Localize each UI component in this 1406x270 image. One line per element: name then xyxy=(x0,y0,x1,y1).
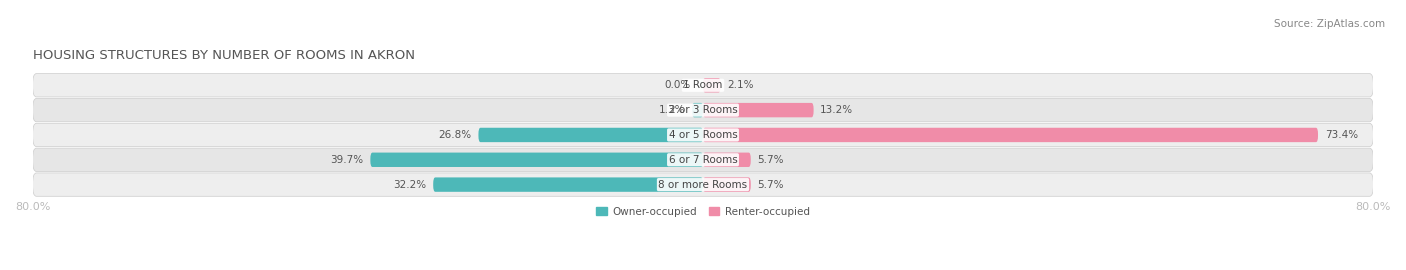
Text: 26.8%: 26.8% xyxy=(439,130,472,140)
Text: 5.7%: 5.7% xyxy=(758,155,785,165)
FancyBboxPatch shape xyxy=(478,128,703,142)
FancyBboxPatch shape xyxy=(703,177,751,192)
FancyBboxPatch shape xyxy=(692,103,703,117)
FancyBboxPatch shape xyxy=(32,74,1374,97)
Text: 13.2%: 13.2% xyxy=(820,105,853,115)
Text: 8 or more Rooms: 8 or more Rooms xyxy=(658,180,748,190)
Text: 32.2%: 32.2% xyxy=(394,180,426,190)
FancyBboxPatch shape xyxy=(32,123,1374,147)
FancyBboxPatch shape xyxy=(32,99,1374,122)
Text: 1 Room: 1 Room xyxy=(683,80,723,90)
Text: 6 or 7 Rooms: 6 or 7 Rooms xyxy=(669,155,737,165)
Text: 73.4%: 73.4% xyxy=(1324,130,1358,140)
FancyBboxPatch shape xyxy=(703,78,721,93)
FancyBboxPatch shape xyxy=(703,103,814,117)
Text: 2.1%: 2.1% xyxy=(727,80,754,90)
Text: Source: ZipAtlas.com: Source: ZipAtlas.com xyxy=(1274,19,1385,29)
Text: 2 or 3 Rooms: 2 or 3 Rooms xyxy=(669,105,737,115)
FancyBboxPatch shape xyxy=(433,177,703,192)
Text: 5.7%: 5.7% xyxy=(758,180,785,190)
Legend: Owner-occupied, Renter-occupied: Owner-occupied, Renter-occupied xyxy=(592,202,814,221)
Text: 1.3%: 1.3% xyxy=(659,105,685,115)
FancyBboxPatch shape xyxy=(32,148,1374,171)
FancyBboxPatch shape xyxy=(703,128,1317,142)
FancyBboxPatch shape xyxy=(703,153,751,167)
FancyBboxPatch shape xyxy=(370,153,703,167)
Text: 39.7%: 39.7% xyxy=(330,155,364,165)
FancyBboxPatch shape xyxy=(32,173,1374,196)
Text: 0.0%: 0.0% xyxy=(664,80,690,90)
Text: HOUSING STRUCTURES BY NUMBER OF ROOMS IN AKRON: HOUSING STRUCTURES BY NUMBER OF ROOMS IN… xyxy=(32,49,415,62)
Text: 4 or 5 Rooms: 4 or 5 Rooms xyxy=(669,130,737,140)
